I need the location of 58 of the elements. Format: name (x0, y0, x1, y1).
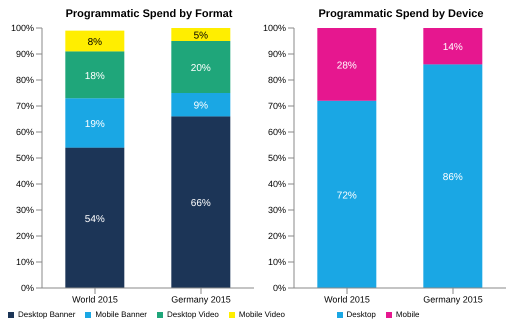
y-tick-label: 80% (268, 75, 286, 86)
bar (171, 116, 230, 288)
x-tick-label: World 2015 (72, 294, 118, 304)
y-tick-label: 50% (16, 153, 34, 164)
x-tick-label: World 2015 (324, 294, 370, 304)
data-label: 72% (336, 190, 357, 202)
bar (65, 51, 124, 98)
y-tick-label: 100% (262, 23, 286, 34)
y-tick-label: 60% (268, 127, 286, 138)
data-label: 86% (442, 172, 463, 184)
bar (171, 93, 230, 116)
legend-label: Desktop Video (166, 310, 219, 319)
y-tick-label: 0% (272, 283, 286, 294)
legend-label: Mobile (396, 310, 420, 319)
y-tick-label: 0% (20, 283, 34, 294)
bar (65, 148, 124, 288)
y-tick-label: 20% (268, 231, 286, 242)
y-tick-label: 90% (16, 49, 34, 60)
y-tick-label: 80% (16, 75, 34, 86)
y-tick-label: 70% (268, 101, 286, 112)
x-tick-label: Germany 2015 (423, 294, 483, 304)
y-tick-label: 20% (16, 231, 34, 242)
y-tick-label: 70% (16, 101, 34, 112)
data-label: 14% (442, 42, 463, 54)
bar (65, 30, 124, 52)
y-tick-label: 60% (16, 127, 34, 138)
bar (65, 98, 124, 148)
y-tick-label: 30% (268, 205, 286, 216)
bar (423, 28, 482, 64)
legend-label: Mobile Banner (95, 310, 147, 319)
legend-label: Desktop Banner (18, 310, 76, 319)
bar (171, 28, 230, 41)
y-tick-label: 10% (16, 257, 34, 268)
data-label: 28% (336, 60, 357, 72)
data-label: 8% (88, 37, 102, 48)
bar (171, 41, 230, 93)
legend-label: Mobile Video (238, 310, 285, 319)
x-tick-label: Germany 2015 (171, 294, 231, 304)
chart-title: Programmatic Spend by Device (317, 8, 485, 22)
data-label: 5% (194, 30, 208, 42)
y-tick-label: 40% (268, 179, 286, 190)
bar (423, 64, 482, 288)
y-tick-label: 10% (268, 257, 286, 268)
y-tick-label: 90% (268, 49, 286, 60)
y-tick-label: 40% (16, 179, 34, 190)
data-label: 20% (190, 63, 211, 74)
chart-title: Programmatic Spend by Format (64, 8, 234, 22)
legend-label: Desktop (346, 310, 376, 319)
data-label: 54% (84, 214, 105, 225)
y-tick-label: 100% (10, 23, 34, 34)
bar (317, 100, 376, 288)
data-label: 66% (190, 198, 211, 210)
data-label: 18% (84, 70, 105, 82)
data-label: 9% (194, 100, 208, 112)
y-tick-label: 50% (268, 153, 286, 164)
y-tick-label: 30% (16, 205, 34, 216)
bar (317, 28, 376, 101)
data-label: 19% (84, 118, 105, 130)
